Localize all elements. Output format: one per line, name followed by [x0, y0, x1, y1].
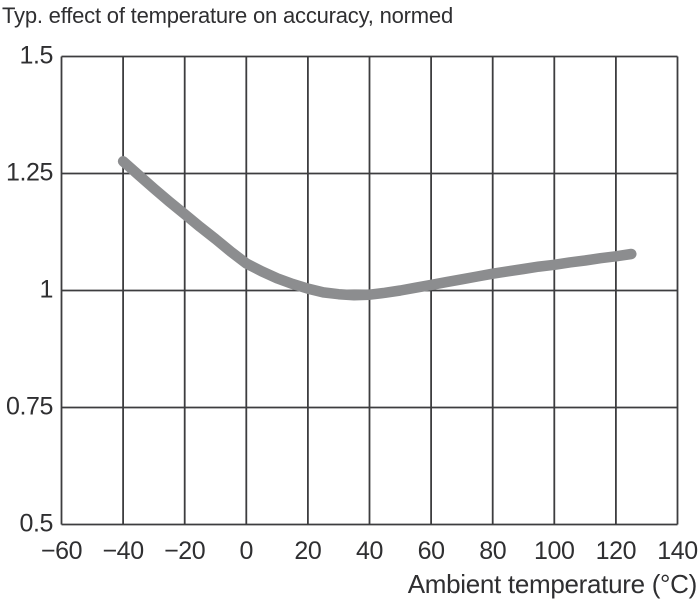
x-tick-label: 120	[596, 537, 637, 565]
y-tick-label: 1.5	[19, 42, 53, 70]
x-axis-label: Ambient temperature (°C)	[407, 569, 698, 599]
y-tick-label: 1	[39, 276, 53, 304]
series-curve	[117, 156, 637, 301]
x-tick-label: 140	[657, 537, 698, 565]
y-tick-label: 0.75	[6, 393, 53, 421]
x-tick-label: −60	[41, 537, 82, 565]
y-tick-label: 0.5	[19, 510, 53, 538]
x-tick-label: 60	[418, 537, 445, 565]
x-tick-label: 20	[294, 537, 321, 565]
x-tick-label: 0	[240, 537, 254, 565]
chart-title: Typ. effect of temperature on accuracy, …	[2, 3, 453, 28]
y-tick-label: 1.25	[6, 159, 53, 187]
x-tick-label: 80	[479, 537, 506, 565]
x-tick-label: 100	[534, 537, 575, 565]
x-tick-label: 40	[356, 537, 383, 565]
x-tick-label: −20	[164, 537, 205, 565]
x-tick-label: −40	[102, 537, 143, 565]
